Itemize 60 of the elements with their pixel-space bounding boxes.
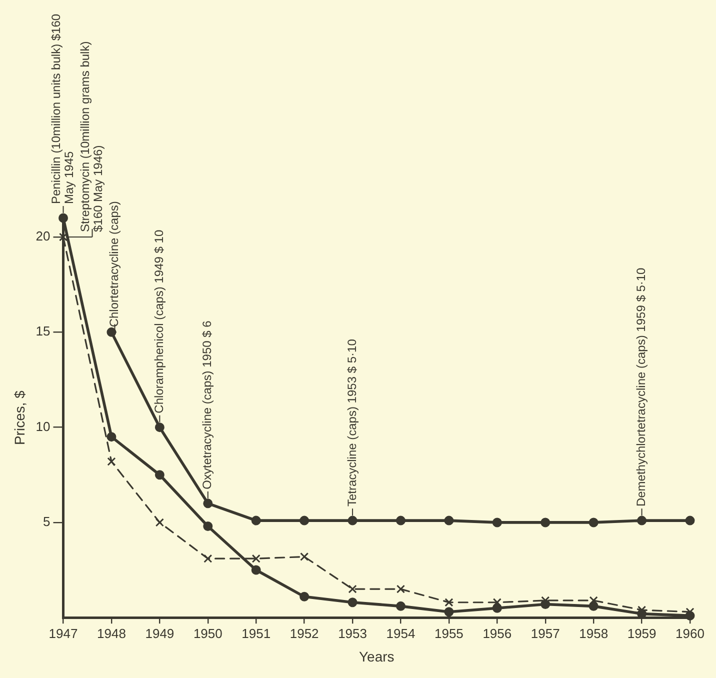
point: [203, 498, 213, 508]
point: [396, 584, 406, 594]
y-tick-label: 20: [36, 228, 50, 244]
point: [251, 565, 261, 575]
point: [300, 516, 310, 526]
point: [58, 213, 68, 223]
y-tick-label: 10: [36, 418, 50, 434]
point: [154, 470, 164, 480]
point: [396, 601, 406, 611]
y-axis-title: Prices, $: [11, 390, 28, 446]
point: [396, 516, 406, 526]
x-tick-label: 1948: [97, 626, 126, 641]
x-tick-label: 1956: [482, 626, 512, 641]
x-tick-label: 1952: [290, 626, 319, 641]
annotation: Tetracycline (caps) 1953 $ 5·10: [344, 338, 359, 507]
x-axis-title: Years: [358, 648, 394, 664]
x-tick-label: 1951: [242, 626, 271, 641]
point: [492, 598, 502, 607]
x-tick-label: 1953: [338, 626, 367, 641]
x-tick-label: 1955: [434, 626, 464, 641]
x-tick-label: 1960: [676, 626, 704, 641]
point: [300, 592, 310, 602]
point: [589, 596, 598, 605]
annotation: Chlortetracycline (caps): [107, 201, 122, 328]
point: [492, 518, 502, 528]
x-tick-label: 1949: [145, 626, 174, 641]
x-tick-label: 1947: [48, 626, 78, 641]
point: [203, 522, 213, 532]
point: [300, 552, 309, 561]
annotation: Oxytetracycline (caps) 1950 $ 6: [200, 320, 214, 490]
point: [348, 598, 358, 608]
point: [107, 457, 116, 466]
point: [252, 554, 260, 563]
annotation: Penicillin (10million units bulk) $160 May 1945: [49, 14, 76, 204]
y-tick-label: 15: [36, 324, 50, 339]
x-tick-label: 1958: [579, 626, 608, 641]
point: [444, 598, 454, 607]
point: [106, 432, 116, 442]
point: [58, 232, 68, 242]
x-tick-label: 1954: [386, 626, 416, 641]
point: [444, 607, 454, 617]
x-tick-label: 1950: [193, 626, 222, 641]
annotation: Streptomycin (10million grams bulk) $160 May 1946): [78, 41, 106, 232]
point: [540, 518, 550, 528]
point: [251, 516, 261, 526]
y-tick-label: 5: [43, 514, 50, 530]
point: [588, 518, 598, 528]
annotation: Demethychlortetracycline (caps) 1959 $ 5·10: [634, 267, 648, 507]
point: [348, 584, 357, 594]
point: [106, 327, 116, 337]
point: [204, 554, 212, 563]
annotation: Chloramphenicol (caps) 1949 $ 10: [152, 230, 166, 414]
point: [637, 516, 647, 526]
x-tick-label: 1959: [627, 626, 656, 641]
point: [685, 516, 695, 526]
point: [348, 516, 358, 526]
point: [155, 518, 164, 527]
x-tick-label: 1957: [530, 626, 560, 641]
point: [154, 422, 164, 432]
point: [444, 516, 454, 526]
